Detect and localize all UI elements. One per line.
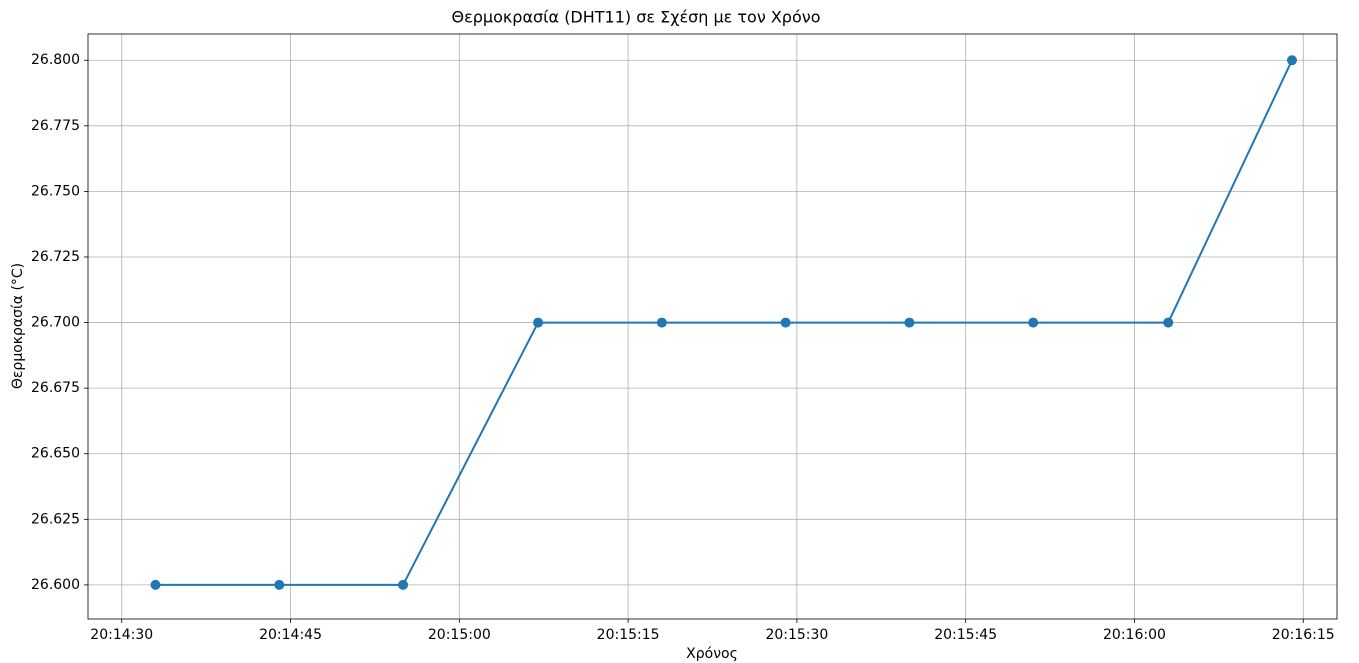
y-tick-label: 26.625 <box>31 511 80 527</box>
point <box>904 317 915 328</box>
x-axis-label: Χρόνος <box>686 646 738 662</box>
x-tick-label: 20:14:45 <box>259 627 322 643</box>
x-tick-label: 20:15:45 <box>934 627 997 643</box>
y-tick-label: 26.675 <box>31 380 80 396</box>
point <box>656 317 667 328</box>
y-tick-label: 26.600 <box>31 577 80 593</box>
y-tick-label: 26.650 <box>31 446 80 462</box>
y-tick-label: 26.775 <box>31 118 80 134</box>
y-axis-label: Θερμοκρασία (°C) <box>10 263 26 389</box>
point <box>398 579 409 590</box>
point <box>533 317 544 328</box>
point <box>1028 317 1039 328</box>
point <box>274 579 285 590</box>
x-tick-label: 20:15:30 <box>765 627 828 643</box>
y-tick-label: 26.725 <box>31 249 80 265</box>
point <box>1163 317 1174 328</box>
y-tick-label: 26.700 <box>31 315 80 331</box>
point <box>150 579 161 590</box>
x-tick-label: 20:14:30 <box>90 627 153 643</box>
x-tick-label: 20:16:00 <box>1103 627 1166 643</box>
x-tick-label: 20:16:15 <box>1272 627 1335 643</box>
y-tick-label: 26.800 <box>31 52 80 68</box>
x-tick-label: 20:15:00 <box>428 627 491 643</box>
plot-frame <box>87 33 1338 620</box>
line <box>155 59 1293 586</box>
x-tick-label: 20:15:15 <box>597 627 660 643</box>
chart-title: Θερμοκρασία (DHT11) σε Σχέση με τον Χρόν… <box>452 8 821 27</box>
point <box>780 317 791 328</box>
point <box>1286 55 1297 66</box>
y-tick-label: 26.750 <box>31 183 80 199</box>
